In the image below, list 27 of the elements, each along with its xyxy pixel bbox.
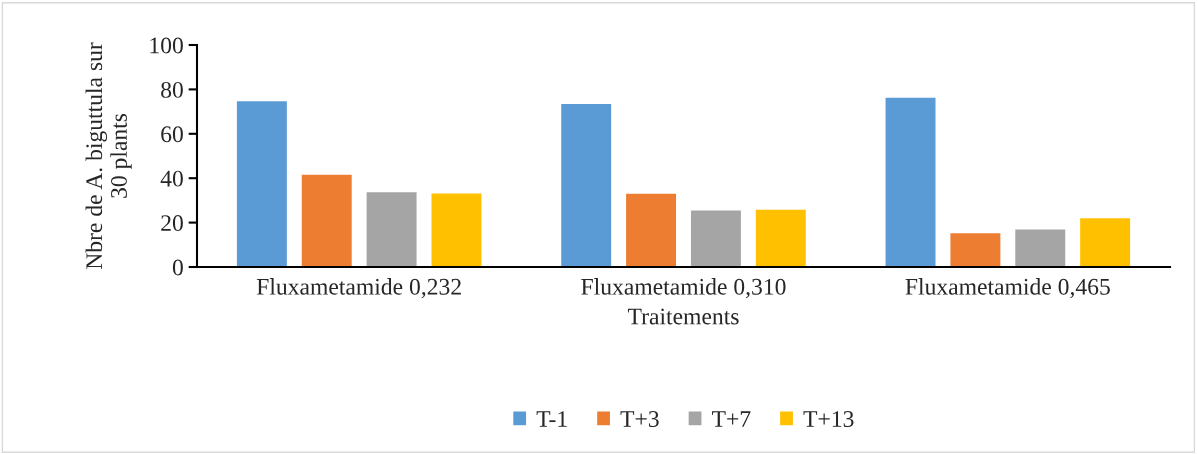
legend-label: T+13 xyxy=(803,411,854,427)
y-tick-label: 80 xyxy=(161,81,183,98)
x-tick-label: Fluxametamide 0,310 xyxy=(581,278,786,299)
x-tick-label: Fluxametamide 0,232 xyxy=(256,278,461,299)
legend-label: T-1 xyxy=(536,411,567,427)
bar xyxy=(755,209,806,267)
x-axis-title: Traitements xyxy=(627,308,739,325)
y-tick-label: 40 xyxy=(160,170,183,187)
bar xyxy=(1015,229,1066,267)
bar xyxy=(690,210,741,267)
bar xyxy=(431,193,482,267)
y-tick-label: 60 xyxy=(161,126,183,143)
legend-label: T+7 xyxy=(712,411,751,427)
legend-label: T+3 xyxy=(620,411,659,427)
bar xyxy=(626,193,677,267)
bar xyxy=(950,233,1001,267)
y-tick-label: 0 xyxy=(172,259,183,276)
bar xyxy=(366,192,417,267)
y-tick-label: 100 xyxy=(150,37,183,54)
bar xyxy=(236,101,287,267)
bar xyxy=(301,174,352,267)
bar xyxy=(1080,218,1131,267)
y-tick-label: 20 xyxy=(161,215,183,232)
y-axis-title: Nbre de A. biguttula sur 30 plants xyxy=(85,42,132,270)
bar xyxy=(561,104,612,267)
x-tick-label: Fluxametamide 0,465 xyxy=(905,278,1110,299)
bar xyxy=(885,97,936,267)
